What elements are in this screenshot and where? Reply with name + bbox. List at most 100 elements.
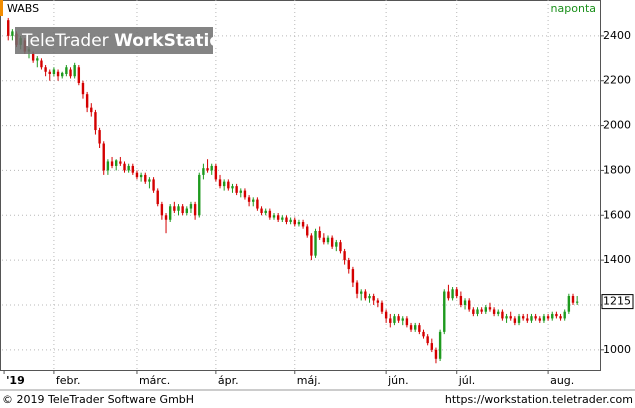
candle-body [459,296,463,305]
candle-body [380,302,384,312]
candle-body [335,242,338,247]
candle-body [185,208,188,214]
watermark: TeleTrader WorkStation [15,27,233,54]
y-tick-label: 2000 [603,119,631,132]
candle-body [115,160,118,166]
candle-body [509,316,512,319]
candle-body [189,204,193,209]
candle-body [575,301,579,303]
candle-body [222,181,226,187]
candle-body [513,318,517,323]
candle-body [135,172,139,178]
plot-area [2,0,600,370]
candle-body [530,316,533,321]
candle-body [247,197,251,202]
candle-body [497,311,500,314]
y-tick-label: 1400 [603,253,631,266]
candle-body [343,251,346,261]
candle-body [571,296,575,303]
candle-body [123,163,126,171]
candle-body [260,208,263,214]
last-value-box [601,294,634,310]
candle-body [318,230,321,238]
candle-body [551,313,554,319]
y-tick-label: 1000 [603,343,631,356]
candle-body [443,291,446,332]
candle-body [243,190,247,198]
candle-body [144,174,147,182]
candle-body [567,296,571,312]
candle-body [326,237,330,243]
candle-body [168,206,172,220]
candle-body [422,331,425,337]
last-value-label: 1215 [603,295,631,308]
candle-body [310,235,313,256]
candle-body [139,174,143,178]
candle-body [40,60,43,68]
candle-body [289,219,292,222]
candle-body [476,309,479,314]
y-tick-label: 1800 [603,163,631,176]
candle-body [119,161,122,164]
x-tick-label: ápr. [218,374,239,387]
candle-body [351,269,355,283]
candle-body [152,179,155,191]
candle-body [198,174,201,216]
x-tick-label: jún. [387,374,409,387]
candle-body [542,316,546,321]
candle-body [98,130,101,144]
candle-body [61,72,64,77]
candle-body [285,217,288,222]
candle-body [517,316,521,323]
candle-body [376,300,380,303]
candle-body [202,168,205,175]
candle-body [69,69,72,77]
candle-body [472,309,475,314]
footer-left: © 2019 TeleTrader Software GmbH [2,393,194,406]
candle-body [44,67,47,72]
watermark-box [15,27,213,54]
candle-body [7,20,10,36]
candle-body [85,94,89,108]
candle-body [239,190,242,193]
x-tick-label: máj. [297,374,321,387]
candle-body [127,165,130,171]
candle-body [210,165,213,171]
candle-body [102,143,105,171]
candle-body [231,186,234,189]
candle-body [409,325,413,330]
footer-right: https://workstation.teletrader.com [445,393,633,406]
candle-body [252,199,255,202]
candle-body [156,190,159,205]
candle-body [81,82,85,95]
candle-body [11,31,14,36]
x-tick-label: aug. [550,374,574,387]
symbol: WABS [7,2,39,15]
candle-body [314,230,317,256]
candle-body [36,58,39,61]
candle-body [401,318,404,321]
candle-body [48,71,51,74]
candle-body [559,316,562,319]
candle-body [94,112,97,131]
x-tick-label: júl. [458,374,476,387]
candle-body [430,343,434,350]
watermark-part: WorkStation [114,31,233,51]
candle-body [227,181,230,189]
candle-body [297,222,301,225]
candle-body [393,316,396,323]
watermark-text: TeleTrader WorkStation [21,31,233,51]
candle-body [218,179,222,187]
candle-body [31,53,35,61]
candle-body [56,71,60,77]
candle-body [268,210,272,218]
candle-body [534,316,537,319]
x-tick-label: márc. [139,374,170,387]
candle-body [492,309,496,314]
watermark-part: TeleTrader [21,31,109,51]
candle-body [322,237,326,243]
candle-body [110,161,114,166]
candle-body [360,291,363,294]
candle-body [355,282,359,294]
candle-body [447,291,450,299]
